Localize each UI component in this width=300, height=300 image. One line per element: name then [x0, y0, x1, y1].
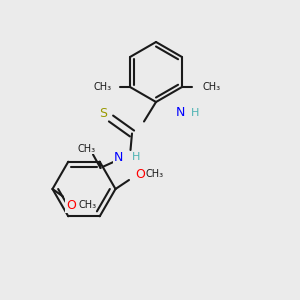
Text: H: H [190, 107, 199, 118]
Text: CH₃: CH₃ [203, 82, 221, 92]
Text: CH₃: CH₃ [78, 200, 96, 211]
Text: O: O [135, 167, 145, 181]
Text: N: N [114, 151, 123, 164]
Text: O: O [66, 199, 76, 212]
Text: CH₃: CH₃ [78, 143, 96, 154]
Text: N: N [176, 106, 185, 119]
Text: H: H [132, 152, 140, 163]
Text: CH₃: CH₃ [146, 169, 164, 179]
Text: S: S [100, 107, 107, 121]
Text: CH₃: CH₃ [94, 82, 112, 92]
